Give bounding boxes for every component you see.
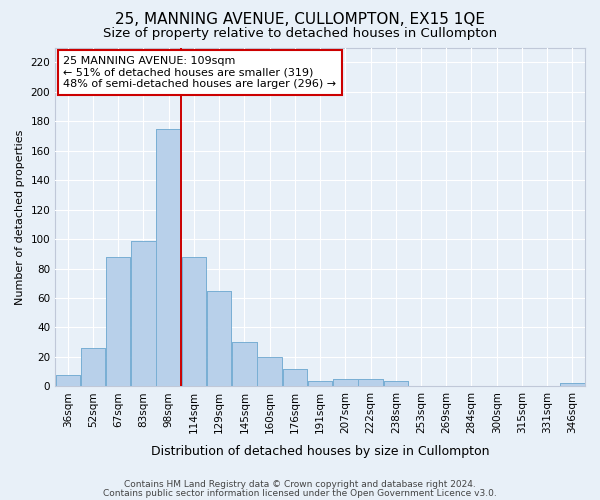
Text: Contains public sector information licensed under the Open Government Licence v3: Contains public sector information licen… bbox=[103, 489, 497, 498]
Bar bbox=[56, 374, 80, 386]
Text: 25, MANNING AVENUE, CULLOMPTON, EX15 1QE: 25, MANNING AVENUE, CULLOMPTON, EX15 1QE bbox=[115, 12, 485, 28]
Bar bbox=[308, 380, 332, 386]
Bar bbox=[157, 128, 181, 386]
Bar bbox=[383, 380, 408, 386]
X-axis label: Distribution of detached houses by size in Cullompton: Distribution of detached houses by size … bbox=[151, 444, 490, 458]
Bar bbox=[358, 379, 383, 386]
Bar bbox=[56, 374, 80, 386]
Bar bbox=[207, 290, 232, 386]
Y-axis label: Number of detached properties: Number of detached properties bbox=[15, 130, 25, 304]
Bar bbox=[283, 368, 307, 386]
Bar bbox=[232, 342, 257, 386]
Bar bbox=[560, 384, 584, 386]
Bar bbox=[333, 379, 358, 386]
Bar bbox=[232, 342, 257, 386]
Bar bbox=[106, 256, 130, 386]
Bar bbox=[207, 290, 232, 386]
Bar bbox=[81, 348, 105, 387]
Text: Contains HM Land Registry data © Crown copyright and database right 2024.: Contains HM Land Registry data © Crown c… bbox=[124, 480, 476, 489]
Bar bbox=[81, 348, 105, 387]
Text: 25 MANNING AVENUE: 109sqm
← 51% of detached houses are smaller (319)
48% of semi: 25 MANNING AVENUE: 109sqm ← 51% of detac… bbox=[63, 56, 336, 89]
Bar bbox=[106, 256, 130, 386]
Bar bbox=[257, 357, 282, 386]
Bar bbox=[182, 256, 206, 386]
Bar bbox=[257, 357, 282, 386]
Bar bbox=[157, 128, 181, 386]
Bar bbox=[131, 240, 156, 386]
Bar bbox=[358, 379, 383, 386]
Bar bbox=[283, 368, 307, 386]
Bar bbox=[131, 240, 156, 386]
Bar bbox=[308, 380, 332, 386]
Text: Size of property relative to detached houses in Cullompton: Size of property relative to detached ho… bbox=[103, 28, 497, 40]
Bar bbox=[333, 379, 358, 386]
Bar bbox=[182, 256, 206, 386]
Bar bbox=[383, 380, 408, 386]
Bar bbox=[560, 384, 584, 386]
